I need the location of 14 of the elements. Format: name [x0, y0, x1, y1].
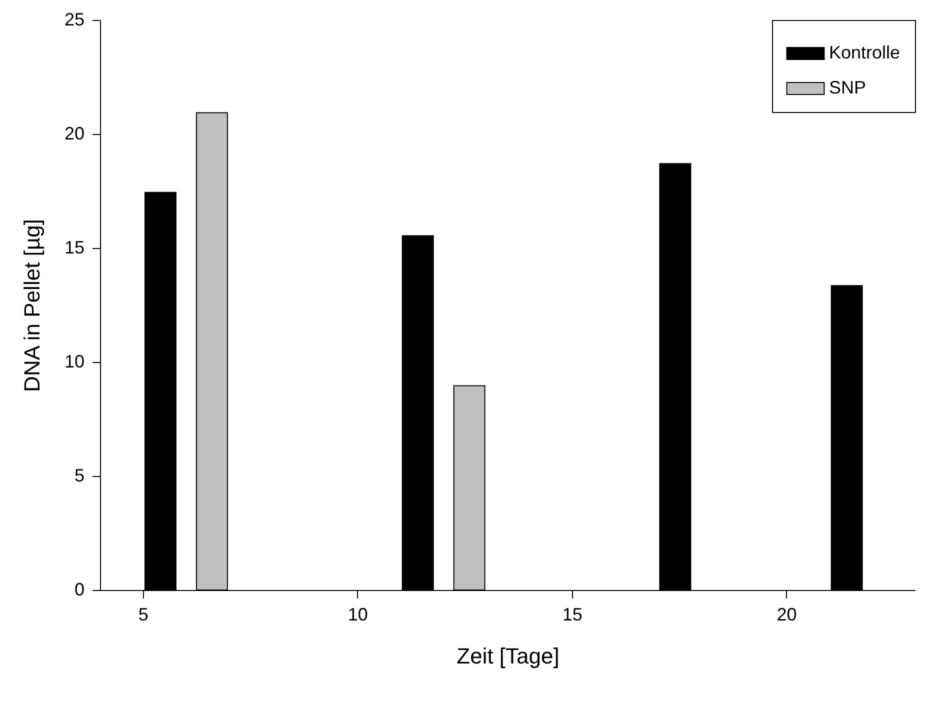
legend-label: SNP [829, 78, 866, 98]
y-tick-label: 0 [74, 580, 84, 600]
x-tick-label: 5 [138, 604, 148, 624]
x-tick-label: 10 [348, 604, 368, 624]
legend-label: Kontrolle [829, 42, 900, 62]
y-tick-label: 25 [64, 10, 84, 30]
y-tick-label: 15 [64, 238, 84, 258]
x-tick-label: 20 [776, 604, 797, 624]
y-tick-label: 20 [64, 124, 84, 144]
x-tick-label: 15 [562, 604, 582, 624]
y-tick-label: 5 [74, 466, 84, 486]
y-tick-label: 10 [64, 352, 84, 372]
x-axis-title: Zeit [Tage] [456, 644, 560, 668]
y-axis-title: DNA in Pellet [µg] [19, 219, 44, 392]
